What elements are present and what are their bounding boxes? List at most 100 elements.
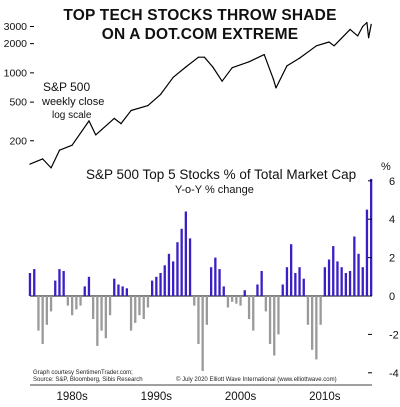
bar-label-line2: Y-o-Y % change	[175, 184, 254, 196]
credit-left-line2: Source: S&P, Bloomberg, Sibis Research	[33, 377, 143, 383]
price-point	[263, 54, 265, 56]
price-point	[221, 80, 223, 82]
bar-positive	[163, 265, 166, 296]
price-point	[275, 87, 277, 89]
bar-negative	[306, 296, 310, 325]
bar-positive	[218, 269, 221, 296]
bar-positive	[332, 246, 335, 296]
bar-negative	[79, 296, 82, 306]
price-point	[130, 109, 132, 112]
bar-positive	[188, 238, 192, 296]
bar-label-line1: S&P 500 Top 5 Stocks % of Total Market C…	[86, 167, 357, 182]
price-point	[370, 23, 372, 25]
bar-positive	[344, 273, 347, 296]
price-point	[197, 56, 200, 58]
price-point	[185, 66, 187, 68]
right-tick-label: 6	[389, 176, 395, 188]
bar-positive	[28, 273, 32, 296]
bar-positive	[348, 271, 352, 296]
bar-positive	[184, 211, 187, 296]
bar-positive	[260, 271, 263, 296]
bar-positive	[298, 267, 301, 296]
x-axis-label: 2000s	[225, 391, 257, 402]
bar-positive	[33, 269, 36, 296]
price-point	[147, 105, 149, 107]
bar-positive	[58, 269, 61, 296]
bar-negative	[235, 296, 238, 304]
bar-negative	[100, 296, 103, 331]
bar-negative	[142, 296, 145, 319]
price-point	[71, 144, 73, 146]
bar-negative	[96, 296, 99, 346]
left-tick-label: 2000	[4, 38, 28, 50]
bar-positive	[172, 261, 175, 296]
bar-positive	[340, 267, 343, 296]
bar-negative	[45, 296, 48, 325]
x-axis-label: 2010s	[309, 391, 341, 402]
price-point	[120, 123, 122, 125]
price-point	[368, 37, 370, 39]
bar-positive	[117, 284, 120, 296]
price-point	[58, 149, 61, 151]
bar-positive	[336, 261, 339, 296]
bar-positive	[155, 276, 158, 296]
price-point	[286, 65, 288, 67]
bar-negative	[201, 296, 204, 371]
bar-negative	[239, 296, 242, 306]
left-tick-label: 500	[9, 97, 27, 109]
bar-negative	[41, 296, 44, 344]
bar-negative	[231, 296, 234, 302]
axis-tick-group: 3000 2000 1000 500 200 6 4 2 0 -2 -4 1980s 1990s 2000…	[4, 21, 399, 403]
bar-positive	[365, 209, 369, 296]
bar-negative	[138, 296, 141, 316]
price-point	[299, 57, 301, 59]
price-label-line3: log scale	[52, 110, 92, 121]
bar-negative	[197, 296, 200, 344]
bar-negative	[315, 296, 318, 360]
price-point	[172, 76, 174, 78]
bar-positive	[327, 259, 331, 296]
bar-positive	[210, 267, 213, 296]
price-point	[29, 163, 31, 165]
left-tick-label: 200	[9, 135, 27, 147]
bar-positive	[243, 290, 246, 296]
credit-left-line1: Graph courtesy SentimenTrader.com;	[33, 370, 133, 376]
bar-negative	[311, 296, 314, 350]
bar-positive	[302, 278, 305, 296]
bar-positive	[54, 280, 57, 296]
bar-positive	[214, 257, 217, 296]
price-point	[50, 167, 52, 169]
left-tick-label: 3000	[4, 21, 28, 33]
bar-negative	[71, 296, 74, 316]
bar-negative	[134, 296, 137, 323]
price-point	[203, 56, 205, 58]
bar-positive	[370, 178, 373, 296]
bar-positive	[180, 228, 183, 296]
bar-negative	[268, 296, 272, 344]
bar-negative	[273, 296, 276, 356]
price-point	[95, 134, 97, 136]
bar-negative	[92, 296, 95, 319]
price-point	[328, 41, 330, 43]
price-point	[231, 67, 233, 69]
bar-negative	[252, 296, 255, 331]
price-point	[101, 129, 103, 131]
bar-negative	[205, 296, 208, 325]
bar-positive	[125, 288, 128, 296]
bar-positive	[361, 267, 364, 296]
bar-positive	[83, 286, 86, 296]
bar-negative	[264, 296, 267, 312]
price-point	[42, 158, 44, 160]
right-tick-label: 2	[389, 253, 395, 265]
price-point	[248, 61, 250, 63]
bar-negative	[193, 296, 196, 306]
bar-positive	[176, 242, 179, 296]
price-point	[212, 66, 214, 68]
bar-positive	[281, 284, 284, 296]
price-point	[366, 21, 368, 24]
bar-positive	[222, 286, 225, 296]
bar-positive	[353, 236, 356, 296]
bar-negative	[66, 296, 69, 306]
bar-negative	[108, 296, 112, 316]
